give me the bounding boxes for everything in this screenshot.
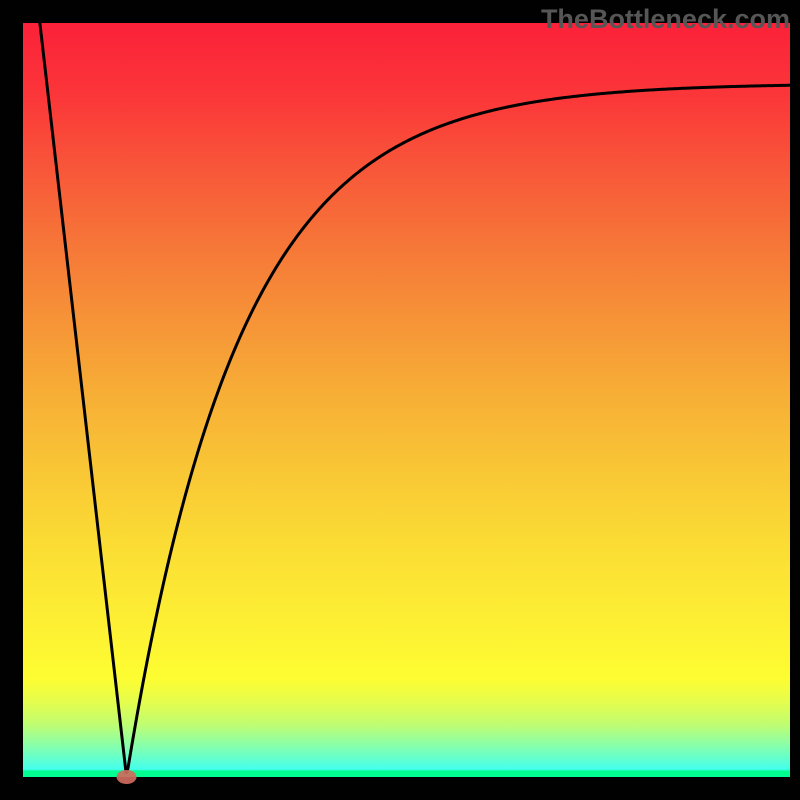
bottleneck-chart: [0, 0, 800, 800]
chart-container: { "watermark": { "text": "TheBottleneck.…: [0, 0, 800, 800]
plot-area: [23, 23, 790, 777]
minimum-marker: [117, 770, 137, 784]
watermark-text: TheBottleneck.com: [541, 4, 790, 35]
